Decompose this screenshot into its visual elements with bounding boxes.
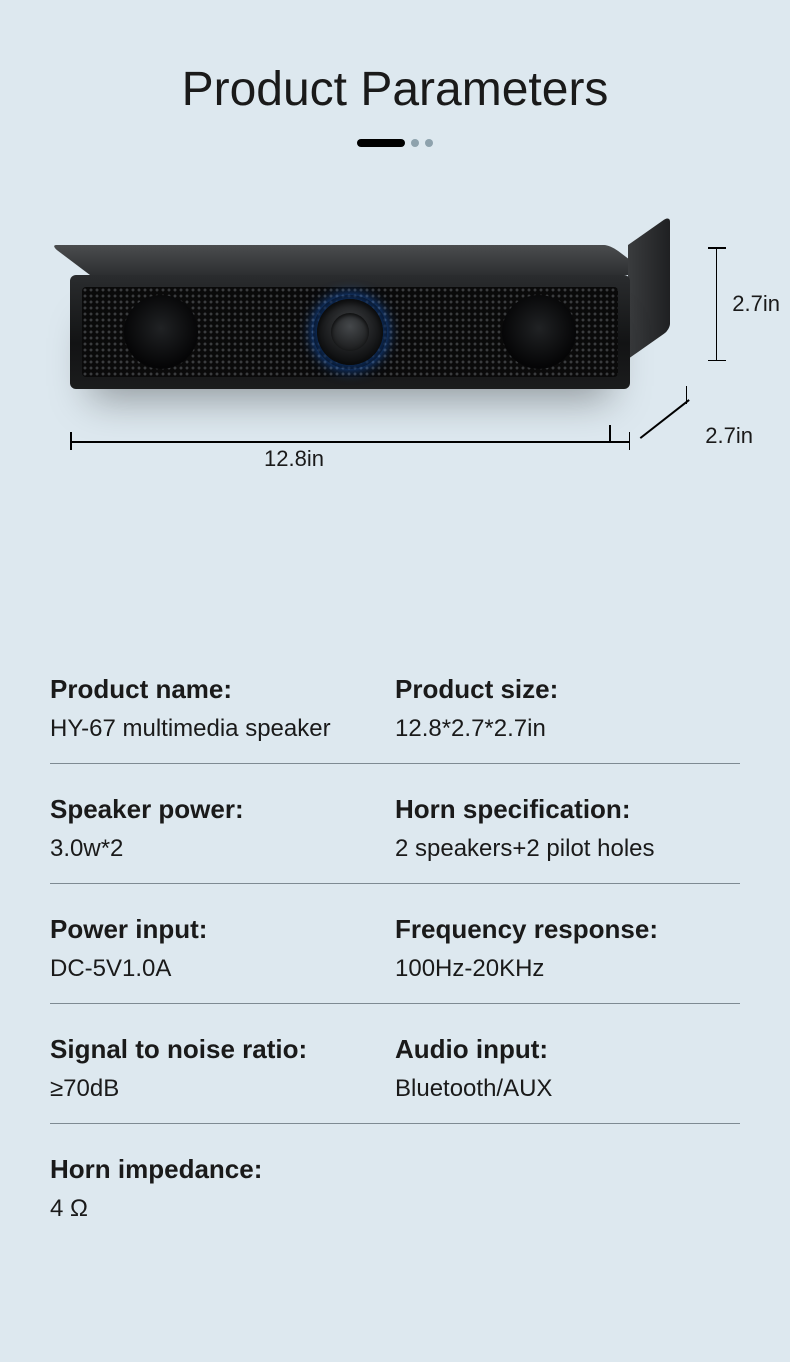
spec-value: HY-67 multimedia speaker: [50, 715, 395, 743]
spec-label: Signal to noise ratio:: [50, 1034, 395, 1065]
volume-knob: [317, 299, 383, 365]
underline-bar: [357, 139, 405, 147]
spec-label: Speaker power:: [50, 794, 395, 825]
dim-tick: [708, 247, 726, 249]
underline-dot: [411, 139, 419, 147]
spec-value: ≥70dB: [50, 1075, 395, 1103]
spec-value: 100Hz-20KHz: [395, 955, 740, 983]
spec-row: Product name: HY-67 multimedia speakerPro…: [50, 644, 740, 764]
soundbar-illustration: [70, 275, 630, 415]
spec-cell: Horn specification: 2 speakers+2 pilot ho…: [395, 794, 740, 863]
spec-cell: Horn impedance: 4 Ω: [50, 1154, 395, 1223]
spec-cell: Frequency response: 100Hz-20KHz: [395, 914, 740, 983]
spec-label: Frequency response:: [395, 914, 740, 945]
spec-value: 12.8*2.7*2.7in: [395, 715, 740, 743]
dim-line: [640, 399, 690, 438]
speaker-driver-left: [124, 295, 198, 369]
dimension-height-label: 2.7in: [732, 291, 780, 317]
product-figure: 12.8in 2.7in 2.7in: [0, 207, 790, 587]
dim-tick: [686, 386, 688, 404]
spec-value: 3.0w*2: [50, 835, 395, 863]
spec-value: 2 speakers+2 pilot holes: [395, 835, 740, 863]
spec-cell: Power input: DC-5V1.0A: [50, 914, 395, 983]
spec-cell: Audio input: Bluetooth/AUX: [395, 1034, 740, 1103]
spec-cell: Product name: HY-67 multimedia speaker: [50, 674, 395, 743]
page-title: Product Parameters: [0, 0, 790, 117]
dimension-depth-label: 2.7in: [705, 423, 753, 449]
spec-value: 4 Ω: [50, 1195, 395, 1223]
soundbar-front-face: [70, 275, 630, 389]
dim-tick: [609, 425, 611, 443]
spec-row: Horn impedance: 4 Ω: [50, 1124, 740, 1243]
spec-cell: Signal to noise ratio: ≥70dB: [50, 1034, 395, 1103]
spec-label: Audio input:: [395, 1034, 740, 1065]
specs-table: Product name: HY-67 multimedia speakerPro…: [50, 644, 740, 1243]
spec-label: Product size:: [395, 674, 740, 705]
spec-label: Product name:: [50, 674, 395, 705]
spec-label: Power input:: [50, 914, 395, 945]
title-underline: [0, 139, 790, 147]
dimension-depth: 2.7in: [623, 395, 695, 461]
dim-line: [70, 441, 630, 443]
spec-cell: Product size: 12.8*2.7*2.7in: [395, 674, 740, 743]
spec-value: Bluetooth/AUX: [395, 1075, 740, 1103]
spec-value: DC-5V1.0A: [50, 955, 395, 983]
soundbar-top-face: [50, 245, 650, 275]
spec-row: Speaker power: 3.0w*2Horn specification: 2…: [50, 764, 740, 884]
spec-cell: Speaker power: 3.0w*2: [50, 794, 395, 863]
underline-dot: [425, 139, 433, 147]
dimension-width-label: 12.8in: [264, 446, 324, 472]
dim-tick: [708, 360, 726, 362]
spec-row: Signal to noise ratio: ≥70dBAudio input: B…: [50, 1004, 740, 1124]
spec-cell-empty: [395, 1154, 740, 1223]
soundbar-side-face: [628, 216, 670, 359]
speaker-driver-right: [502, 295, 576, 369]
spec-row: Power input: DC-5V1.0AFrequency response:…: [50, 884, 740, 1004]
spec-label: Horn impedance:: [50, 1154, 395, 1185]
dim-line: [716, 247, 718, 361]
spec-label: Horn specification:: [395, 794, 740, 825]
